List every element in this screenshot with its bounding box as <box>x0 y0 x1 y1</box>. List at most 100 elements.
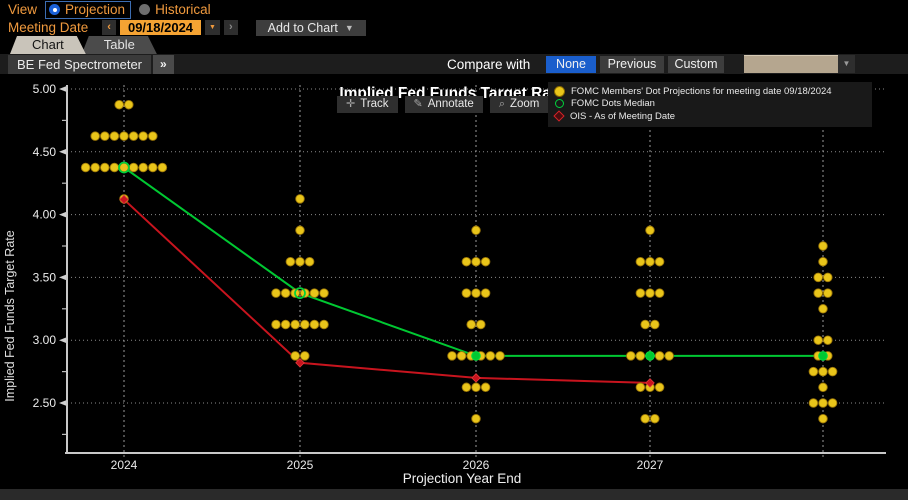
fomc-dot <box>818 413 828 424</box>
x-tick-label: 2027 <box>637 458 664 472</box>
legend-ois-label: OIS - As of Meeting Date <box>570 110 676 122</box>
fomc-dot <box>304 256 315 267</box>
meeting-date-value[interactable]: 09/18/2024 <box>119 20 202 35</box>
legend-item-ois: OIS - As of Meeting Date <box>553 110 866 123</box>
legend-item-dots: FOMC Members' Dot Projections for meetin… <box>554 85 866 98</box>
legend-item-median: FOMC Dots Median <box>554 98 866 111</box>
fomc-dot <box>635 288 646 298</box>
fomc-dot <box>447 351 457 361</box>
y-tick-arrow <box>59 211 68 219</box>
radio-historical[interactable]: Historical <box>139 2 211 17</box>
y-tick-label: 5.00 <box>33 82 57 96</box>
x-tick-label: 2026 <box>463 458 490 472</box>
x-tick-label: 2024 <box>111 458 138 472</box>
radio-projection[interactable]: Projection <box>45 0 132 19</box>
expand-chevrons-icon[interactable]: » <box>153 54 174 74</box>
date-dropdown-icon[interactable]: ▼ <box>205 20 220 35</box>
track-label: Track <box>360 98 389 110</box>
fomc-dot <box>100 131 110 141</box>
fomc-dot <box>818 241 828 251</box>
fomc-dot <box>818 366 828 377</box>
compare-previous-button[interactable]: Previous <box>600 55 664 73</box>
fomc-dot <box>124 99 134 110</box>
fomc-dot <box>645 288 655 298</box>
fomc-dot <box>295 194 305 204</box>
median-marker <box>294 287 306 299</box>
fomc-dot <box>818 256 828 267</box>
fomc-dot <box>109 131 120 141</box>
ois-marker <box>119 194 129 205</box>
meeting-date-bar: Meeting Date ‹ 09/18/2024 ▼ › Add to Cha… <box>8 19 366 36</box>
fomc-dot <box>471 413 481 424</box>
annotate-label: Annotate <box>427 98 474 110</box>
bottom-status-bar <box>0 489 908 500</box>
compare-with-label: Compare with <box>447 56 531 72</box>
y-tick-label: 4.50 <box>33 145 57 159</box>
chart-tools: ✛ Track ✎ Annotate ⌕ Zoom <box>337 96 549 113</box>
next-date-button[interactable]: › <box>223 20 238 35</box>
fomc-dot <box>461 256 472 267</box>
track-crosshair-icon: ✛ <box>346 98 356 110</box>
fomc-dot <box>823 335 833 345</box>
tab-table[interactable]: Table <box>82 36 157 54</box>
ois-marker <box>471 373 481 383</box>
fomc-dot <box>119 131 129 141</box>
fomc-dot <box>309 319 320 330</box>
fomc-dot <box>640 413 650 424</box>
fomc-dot <box>654 256 665 267</box>
fomc-dot <box>319 319 329 330</box>
annotate-pencil-icon: ✎ <box>413 98 423 110</box>
dropdown-arrow-icon[interactable]: ▼ <box>838 55 855 73</box>
radio-selected-icon[interactable] <box>49 4 61 15</box>
compare-custom-dropdown[interactable] <box>744 55 838 73</box>
fomc-dot <box>456 351 467 361</box>
fomc-dot <box>654 382 665 393</box>
fomc-dot <box>827 398 838 408</box>
radio-projection-label: Projection <box>65 2 126 17</box>
view-bar: View Projection Historical <box>8 0 211 19</box>
tab-chart[interactable]: Chart <box>10 36 86 54</box>
add-to-chart-button[interactable]: Add to Chart ▼ <box>255 19 366 36</box>
fomc-dot <box>645 225 655 236</box>
fomc-dot <box>813 335 823 345</box>
fomc-dot <box>109 162 120 173</box>
chart-area: 2.50 3.00 3.50 4.00 4.50 5.00 2024 2025 2026 2027… <box>0 76 908 490</box>
fomc-dot <box>471 382 481 393</box>
fomc-dot <box>471 225 481 236</box>
be-fed-spectrometer-button[interactable]: BE Fed Spectrometer <box>8 54 151 74</box>
radio-unselected-icon[interactable] <box>139 4 151 15</box>
fomc-dot <box>100 162 110 173</box>
fomc-dot <box>626 351 636 361</box>
fomc-dot <box>271 319 281 330</box>
fomc-dot <box>823 288 833 298</box>
zoom-magnifier-icon: ⌕ <box>498 98 505 110</box>
fomc-dot <box>285 256 296 267</box>
track-button[interactable]: ✛ Track <box>337 96 398 113</box>
fomc-dot <box>114 99 124 110</box>
compare-none-button[interactable]: None <box>546 55 596 73</box>
fomc-dot <box>300 319 310 330</box>
compare-custom-button[interactable]: Custom <box>668 55 724 73</box>
fomc-dot <box>808 398 819 408</box>
ois-line <box>123 198 651 384</box>
fomc-dot <box>823 272 833 283</box>
fomc-dot <box>471 288 481 298</box>
fomc-dot <box>640 319 650 330</box>
red-diamond-icon <box>553 110 565 122</box>
view-label: View <box>8 2 38 17</box>
fomc-dot <box>654 288 665 298</box>
y-axis-title: Implied Fed Funds Target Rate <box>3 230 17 401</box>
prev-date-button[interactable]: ‹ <box>102 20 116 35</box>
fomc-dot <box>813 272 823 283</box>
ois-marker <box>295 358 305 368</box>
fomc-dot <box>90 162 100 173</box>
fomc-dot <box>650 319 660 330</box>
zoom-button[interactable]: ⌕ Zoom <box>489 96 549 113</box>
fomc-dot <box>650 413 660 424</box>
fomc-dot <box>280 288 291 298</box>
fomc-dot <box>461 288 472 298</box>
fomc-dot <box>80 162 91 173</box>
annotate-button[interactable]: ✎ Annotate <box>404 96 483 113</box>
meeting-date-label: Meeting Date <box>8 20 89 35</box>
fomc-dot <box>480 288 491 298</box>
